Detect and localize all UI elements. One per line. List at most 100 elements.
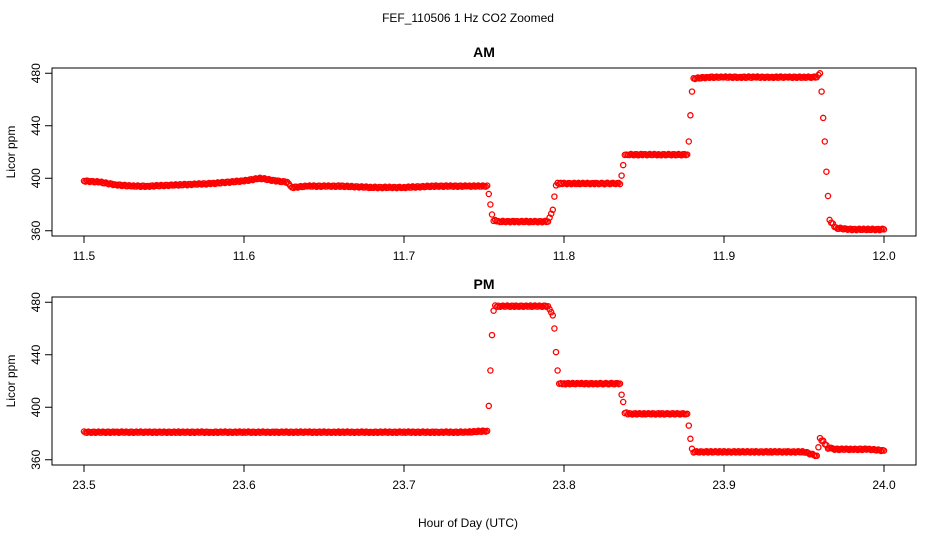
panel-am-title: AM	[473, 44, 495, 60]
data-point-pm	[175, 428, 182, 435]
data-point-pm	[511, 303, 518, 311]
data-point-am	[442, 182, 450, 189]
data-point-pm	[549, 312, 557, 319]
data-point-am	[240, 178, 248, 185]
data-point-am	[217, 179, 224, 187]
data-point-pm	[581, 380, 588, 388]
data-point-pm	[616, 380, 624, 387]
x-tick-label: 23.7	[392, 478, 416, 492]
data-point-pm	[815, 444, 822, 451]
data-point-am	[697, 75, 705, 82]
data-point-pm	[783, 449, 790, 456]
x-tick-label: 23.5	[72, 478, 96, 492]
data-point-am	[880, 226, 888, 233]
panel-am-ylabel: Licor ppm	[4, 126, 18, 179]
data-point-am	[551, 193, 558, 200]
data-point-pm	[735, 447, 742, 455]
data-point-am	[412, 184, 419, 191]
panel-pm-points	[80, 302, 888, 460]
data-point-pm	[714, 449, 722, 456]
data-point-pm	[683, 410, 691, 418]
x-tick-label: 11.7	[393, 249, 416, 263]
x-tick-label: 12.0	[872, 249, 896, 263]
data-point-am	[408, 184, 415, 191]
data-point-pm	[114, 428, 121, 435]
panel-am-plot-box	[51, 67, 917, 237]
data-point-pm	[488, 331, 496, 339]
data-point-am	[483, 182, 491, 189]
data-point-am	[271, 176, 278, 184]
y-tick-label: 440	[29, 115, 43, 135]
panel-pm-plot-box	[51, 296, 917, 466]
data-point-am	[615, 179, 622, 187]
data-point-am	[618, 172, 625, 179]
data-point-pm	[703, 448, 710, 455]
data-point-am	[236, 178, 243, 186]
data-point-am	[818, 88, 825, 95]
data-point-am	[426, 183, 434, 191]
data-point-am	[829, 220, 837, 227]
data-point-pm	[248, 429, 255, 437]
data-point-am	[575, 179, 582, 187]
data-point-pm	[819, 437, 827, 445]
x-tick-label: 23.9	[712, 478, 736, 492]
data-point-am	[816, 70, 824, 77]
data-point-pm	[487, 367, 494, 374]
data-point-am	[509, 217, 517, 225]
data-point-am	[741, 73, 748, 80]
panel-am-ticks: 11.5 11.6 11.7 11.8 11.9 12.0 360 400 440 480	[29, 63, 896, 263]
data-point-pm	[232, 428, 239, 435]
panel-pm: PM Licor ppm 23.5 23.6 23.7 23.8 23.9 24.0 360…	[4, 276, 917, 492]
data-point-am	[431, 183, 438, 191]
figure-title: FEF_110506 1 Hz CO2 Zoomed	[382, 11, 554, 25]
data-point-am	[847, 225, 854, 232]
data-point-pm	[767, 447, 774, 455]
data-point-pm	[552, 348, 560, 356]
x-tick-label: 11.6	[233, 249, 256, 263]
data-point-pm	[506, 303, 514, 311]
data-point-am	[683, 151, 691, 158]
data-point-pm	[866, 445, 873, 453]
data-point-pm	[478, 428, 485, 436]
data-point-pm	[483, 427, 491, 435]
data-point-am	[547, 210, 555, 217]
data-point-pm	[527, 302, 534, 309]
y-tick-label: 480	[29, 63, 43, 83]
data-point-pm	[485, 402, 493, 410]
data-point-pm	[619, 398, 627, 406]
data-point-am	[687, 112, 694, 119]
data-point-pm	[746, 449, 754, 456]
data-point-am	[821, 138, 829, 145]
data-point-am	[824, 192, 832, 200]
data-point-pm	[170, 428, 178, 435]
data-point-pm	[618, 391, 625, 398]
data-point-pm	[813, 452, 821, 460]
x-tick-label: 23.6	[232, 478, 256, 492]
data-point-am	[488, 211, 496, 218]
data-point-pm	[880, 447, 888, 454]
data-point-am	[487, 201, 494, 208]
y-tick-label: 360	[29, 449, 43, 469]
data-point-am	[256, 174, 264, 182]
data-point-am	[344, 182, 351, 190]
data-point-am	[863, 226, 870, 234]
x-tick-label: 23.8	[552, 478, 576, 492]
data-point-pm	[392, 428, 399, 435]
panel-am-points	[80, 70, 888, 234]
data-point-am	[381, 183, 389, 191]
data-point-pm	[453, 428, 460, 435]
data-point-am	[815, 71, 822, 79]
x-tick-label: 11.5	[73, 249, 96, 263]
data-point-pm	[408, 429, 415, 436]
data-point-pm	[370, 429, 377, 437]
y-tick-label: 400	[29, 397, 43, 417]
data-point-am	[232, 178, 239, 186]
data-point-pm	[845, 446, 853, 454]
data-point-pm	[751, 449, 758, 456]
data-point-pm	[632, 410, 639, 417]
data-point-pm	[687, 435, 694, 443]
data-point-pm	[285, 429, 293, 437]
data-point-am	[450, 183, 457, 190]
x-tick-label: 24.0	[872, 478, 896, 492]
